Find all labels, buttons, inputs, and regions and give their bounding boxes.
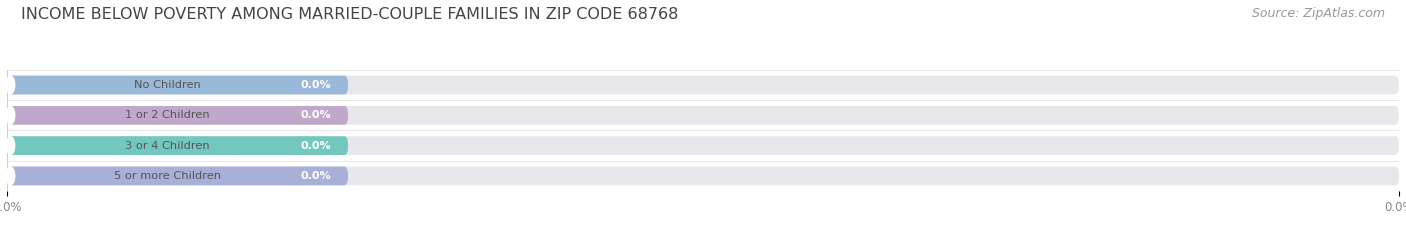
Text: No Children: No Children: [134, 80, 201, 90]
FancyBboxPatch shape: [7, 106, 1399, 125]
Text: INCOME BELOW POVERTY AMONG MARRIED-COUPLE FAMILIES IN ZIP CODE 68768: INCOME BELOW POVERTY AMONG MARRIED-COUPL…: [21, 7, 679, 22]
FancyBboxPatch shape: [7, 136, 349, 155]
Text: 0.0%: 0.0%: [301, 110, 332, 120]
FancyBboxPatch shape: [7, 106, 349, 125]
Text: 3 or 4 Children: 3 or 4 Children: [125, 141, 209, 151]
Text: Source: ZipAtlas.com: Source: ZipAtlas.com: [1251, 7, 1385, 20]
FancyBboxPatch shape: [7, 76, 1399, 94]
Circle shape: [7, 137, 14, 155]
FancyBboxPatch shape: [7, 167, 1399, 185]
Text: 0.0%: 0.0%: [301, 141, 332, 151]
Circle shape: [7, 167, 14, 185]
FancyBboxPatch shape: [7, 76, 349, 94]
Text: 1 or 2 Children: 1 or 2 Children: [125, 110, 209, 120]
FancyBboxPatch shape: [7, 167, 349, 185]
Text: 0.0%: 0.0%: [301, 80, 332, 90]
Text: 0.0%: 0.0%: [301, 171, 332, 181]
Text: 5 or more Children: 5 or more Children: [114, 171, 221, 181]
Circle shape: [7, 106, 14, 124]
FancyBboxPatch shape: [7, 136, 1399, 155]
Circle shape: [7, 76, 14, 94]
